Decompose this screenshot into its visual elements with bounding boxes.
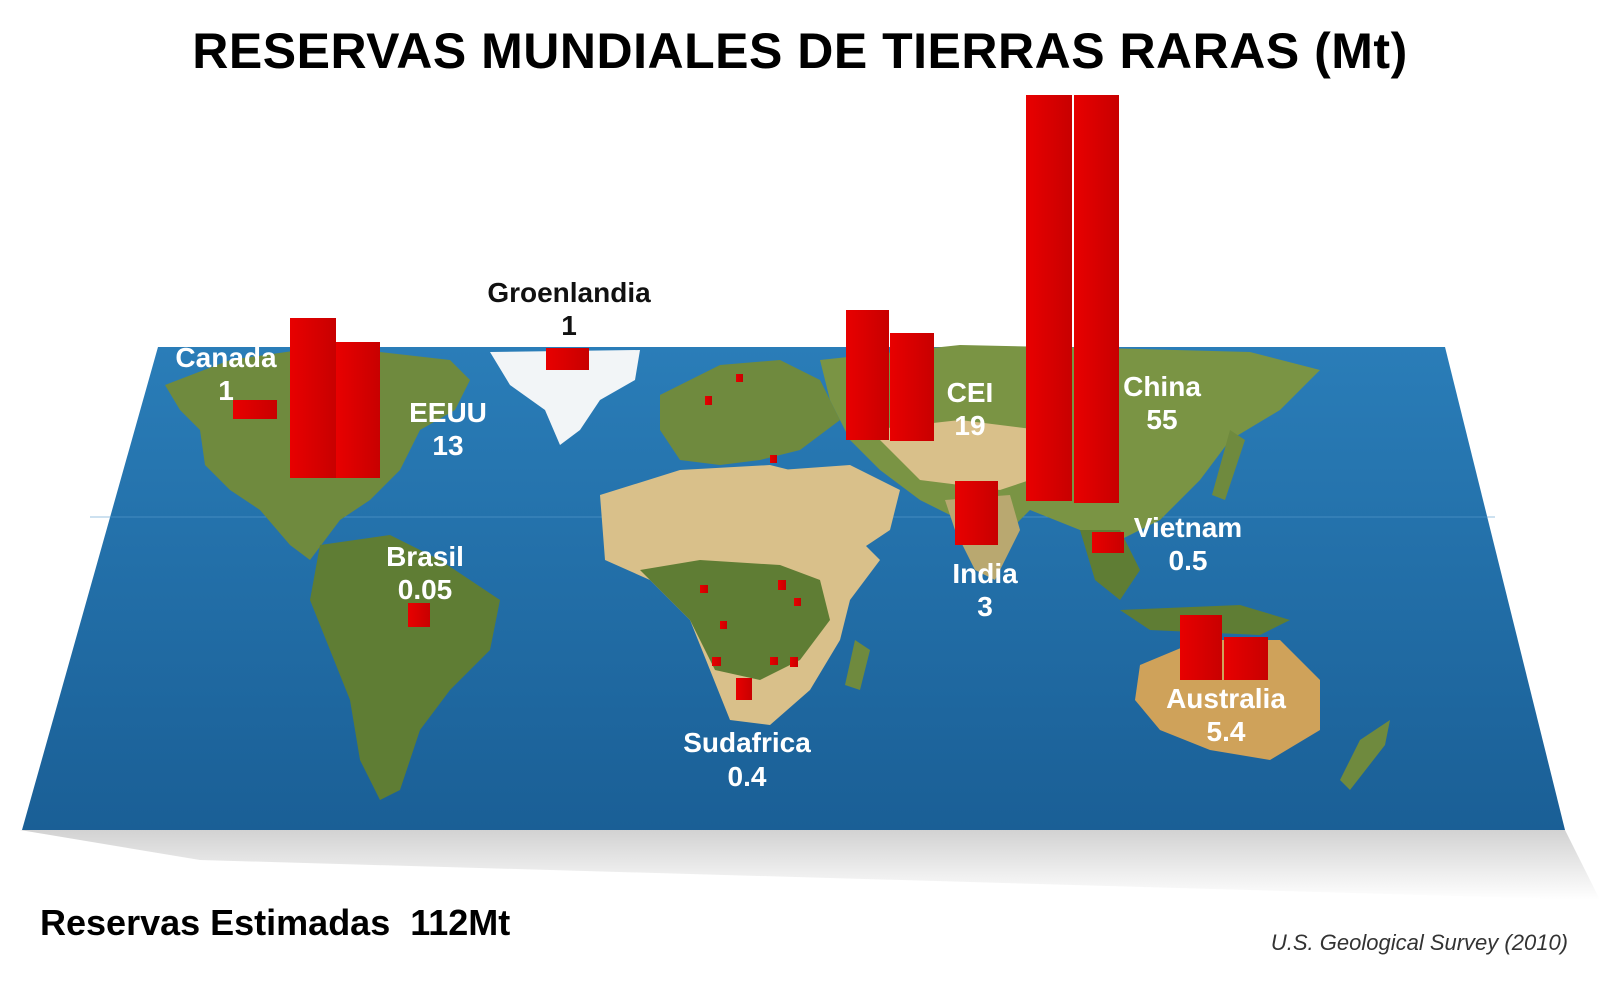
label-india-value: 3	[977, 591, 993, 622]
total-reserves-label: Reservas Estimadas 112Mt	[40, 902, 511, 943]
bar-australia-front	[1224, 637, 1268, 680]
source-citation: U.S. Geological Survey (2010)	[1270, 930, 1568, 955]
label-sudafrica-name: Sudafrica	[683, 727, 811, 758]
label-brasil-name: Brasil	[386, 541, 464, 572]
bar-canada	[233, 400, 277, 419]
label-cei-value: 19	[954, 410, 985, 441]
bar-africa-small-1	[712, 657, 721, 666]
label-cei-name: CEI	[947, 377, 994, 408]
bar-europe-small-2	[705, 396, 712, 405]
map-shadow	[20, 830, 1600, 900]
bar-vietnam	[1092, 532, 1124, 553]
bar-australia-back	[1180, 615, 1222, 680]
label-vietnam-name: Vietnam	[1134, 512, 1242, 543]
bar-india	[955, 481, 998, 545]
bar-sudafrica	[736, 678, 752, 700]
reserve-bars	[233, 95, 1268, 700]
label-vietnam-value: 0.5	[1169, 545, 1208, 576]
label-groenlandia-value: 1	[561, 310, 577, 341]
bar-africa-small-5	[778, 580, 786, 590]
bar-africa-small-6	[794, 598, 801, 606]
bar-brasil	[408, 603, 430, 627]
europe-land	[660, 360, 840, 465]
label-china-value: 55	[1146, 404, 1177, 435]
label-australia-value: 5.4	[1207, 716, 1246, 747]
bar-china-front	[1074, 95, 1119, 503]
bar-africa-small-7	[720, 621, 727, 629]
bar-china-back	[1026, 95, 1072, 501]
arabia-land	[780, 465, 900, 550]
bar-africa-small-3	[790, 657, 798, 667]
greenland-land	[490, 350, 640, 445]
label-canada-name: Canada	[175, 342, 277, 373]
bar-africa-small-2	[770, 657, 778, 665]
bar-cei-front	[890, 333, 934, 441]
bar-europe-small-1	[736, 374, 743, 382]
bar-groenlandia	[546, 348, 589, 370]
label-sudafrica-value: 0.4	[728, 761, 767, 792]
page-title: RESERVAS MUNDIALES DE TIERRAS RARAS (Mt)	[192, 23, 1408, 79]
label-eeuu-value: 13	[432, 430, 463, 461]
label-india-name: India	[952, 558, 1018, 589]
bar-eeuu-front	[336, 342, 380, 478]
label-eeuu-name: EEUU	[409, 397, 487, 428]
region-labels: Canada 1 EEUU 13 Groenlandia 1 Brasil 0.…	[175, 277, 1286, 792]
south-america-land	[310, 535, 500, 800]
bar-africa-small-4	[700, 585, 708, 593]
label-groenlandia-name: Groenlandia	[487, 277, 651, 308]
label-brasil-value: 0.05	[398, 574, 453, 605]
bar-europe-small-3	[770, 455, 777, 463]
label-china-name: China	[1123, 371, 1201, 402]
bar-cei-back	[846, 310, 889, 440]
new-zealand-land	[1340, 720, 1390, 790]
bar-eeuu-back	[290, 318, 336, 478]
japan-land	[1212, 430, 1245, 500]
madagascar-land	[845, 640, 870, 690]
label-australia-name: Australia	[1166, 683, 1286, 714]
label-canada-value: 1	[218, 375, 234, 406]
